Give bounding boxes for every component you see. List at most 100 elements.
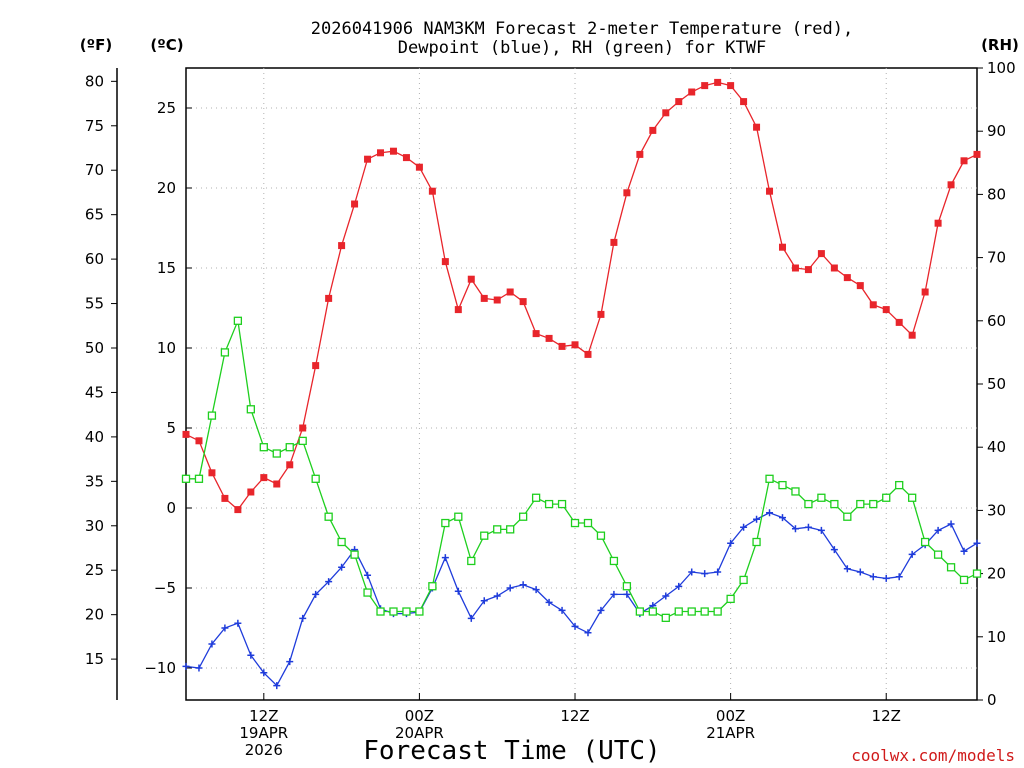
rh-point <box>194 474 204 483</box>
2-meter-temperature-point <box>415 163 423 171</box>
rh-point <box>700 607 709 616</box>
2-meter-temperature-point <box>714 78 722 86</box>
dewpoint-point <box>688 568 696 576</box>
2-meter-temperature-point <box>584 350 592 358</box>
dewpoint-point <box>286 658 294 666</box>
rh-point <box>337 537 346 547</box>
time-tick-label: 20APR <box>395 724 444 742</box>
rh-point <box>531 493 541 502</box>
rh-point <box>467 556 476 566</box>
dewpoint-point <box>571 622 579 630</box>
time-tick-label: 19APR <box>239 724 288 742</box>
2-meter-temperature-point <box>701 82 709 90</box>
2-meter-temperature-point <box>804 266 812 274</box>
2-meter-temperature-point <box>208 469 216 477</box>
dewpoint-point <box>766 509 774 517</box>
dewpoint-point <box>532 586 540 594</box>
dewpoint-point <box>908 550 916 558</box>
rh-tick-label: 30 <box>987 501 1006 519</box>
dewpoint-point <box>623 590 631 598</box>
2-meter-temperature-point <box>364 155 372 163</box>
rh-point <box>220 348 230 357</box>
2-meter-temperature-point <box>753 123 761 131</box>
fahrenheit-tick-label: 40 <box>85 428 104 446</box>
dewpoint-point <box>960 547 968 555</box>
dewpoint-point <box>519 581 527 589</box>
2-meter-temperature-point <box>389 147 397 155</box>
fahrenheit-tick-label: 25 <box>85 561 104 579</box>
2-meter-temperature-point <box>817 250 825 258</box>
fahrenheit-tick-label: 45 <box>85 383 104 401</box>
rh-point <box>843 512 852 521</box>
rh-tick-label: 20 <box>987 565 1006 583</box>
2-meter-temperature-point <box>351 200 359 208</box>
rh-tick-label: 50 <box>987 375 1006 393</box>
celsius-tick-label: 0 <box>166 499 176 517</box>
rh-point <box>933 550 943 559</box>
rh-point <box>830 499 839 509</box>
2-meter-temperature-point <box>519 298 527 306</box>
rh-point <box>869 499 878 509</box>
2-meter-temperature-point <box>286 461 294 469</box>
fahrenheit-tick-label: 50 <box>85 339 104 357</box>
rh-point <box>972 569 982 578</box>
dewpoint-point <box>260 669 268 677</box>
fahrenheit-tick-label: 60 <box>85 250 104 268</box>
rh-point <box>687 607 696 616</box>
dewpoint-point <box>973 539 981 547</box>
rh-point <box>765 474 774 483</box>
dewpoint-point <box>338 563 346 571</box>
rh-point <box>415 607 424 616</box>
dewpoint-point <box>480 597 488 605</box>
rh-point <box>713 607 722 616</box>
dewpoint-point <box>558 606 566 614</box>
rh-point <box>311 474 320 483</box>
fahrenheit-tick-label: 70 <box>85 161 104 179</box>
dewpoint-point <box>325 578 333 586</box>
2-meter-temperature-point <box>688 88 696 96</box>
rh-point <box>622 582 632 591</box>
dewpoint-point <box>947 520 955 528</box>
2-meter-temperature-point <box>454 306 462 314</box>
rh-unit-label: (RH) <box>981 36 1019 54</box>
rh-point <box>570 518 580 528</box>
rh-point <box>363 588 372 597</box>
2-meter-temperature-point <box>338 242 346 250</box>
dewpoint-point <box>545 598 553 606</box>
2-meter-temperature-point <box>973 150 981 158</box>
rh-point <box>324 512 333 521</box>
rh-point <box>596 531 606 540</box>
time-tick-label: 21APR <box>706 724 755 742</box>
fahrenheit-tick-label: 15 <box>85 650 104 668</box>
dewpoint-point <box>467 614 475 622</box>
2-meter-temperature-point <box>312 362 320 370</box>
dewpoint-point <box>934 526 942 534</box>
rh-point <box>207 411 217 420</box>
celsius-tick-label: 10 <box>157 339 176 357</box>
time-tick-label: 12Z <box>872 707 901 725</box>
2-meter-temperature-point <box>493 296 501 304</box>
rh-point <box>882 493 891 502</box>
rh-point <box>674 607 683 616</box>
2-meter-temperature-point <box>182 430 190 438</box>
rh-tick-label: 40 <box>987 438 1006 456</box>
celsius-tick-label: −10 <box>144 659 176 677</box>
rh-point <box>259 443 268 452</box>
rh-point <box>959 575 969 585</box>
rh-point <box>609 556 619 566</box>
rh-point <box>233 316 243 325</box>
2-meter-temperature-point <box>234 506 242 514</box>
rh-line <box>186 318 978 619</box>
grid-lines <box>186 68 977 700</box>
dewpoint-point <box>804 523 812 531</box>
celsius-unit-label: (ºC) <box>150 36 183 54</box>
rh-point <box>285 443 294 452</box>
rh-point <box>493 525 502 534</box>
2-meter-temperature-point <box>247 488 255 496</box>
rh-point <box>518 512 528 521</box>
dewpoint-point <box>830 546 838 554</box>
2-meter-temperature-point <box>727 82 735 90</box>
2-meter-temperature-point <box>791 264 799 272</box>
2-meter-temperature-point <box>571 341 579 349</box>
